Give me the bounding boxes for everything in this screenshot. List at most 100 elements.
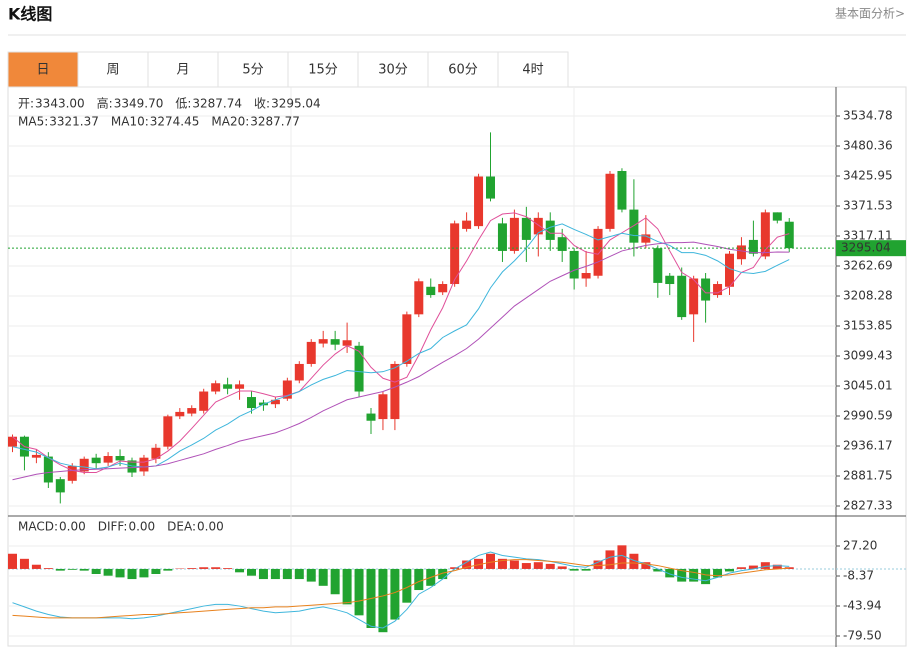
- macd-bar: [736, 567, 746, 569]
- tab-label[interactable]: 4时: [522, 63, 543, 78]
- candle-body: [689, 278, 699, 315]
- macd-bar: [211, 567, 221, 569]
- chart-frame: [7, 86, 907, 647]
- candle-body: [736, 245, 746, 260]
- candle-body: [772, 212, 782, 221]
- candle-body: [521, 217, 531, 240]
- tab-label[interactable]: 周: [106, 63, 119, 78]
- macd-bar: [163, 568, 173, 571]
- tab[interactable]: [77, 51, 149, 88]
- ma-legend-name: MA5:: [18, 115, 48, 129]
- candle-body: [557, 237, 567, 251]
- y-tick-label: -79.50: [843, 629, 882, 643]
- candle-body: [414, 281, 424, 315]
- macd-bar: [390, 568, 400, 620]
- ma-line: [12, 241, 790, 481]
- candle-body: [306, 341, 316, 364]
- candle-body: [8, 436, 17, 447]
- candle-body: [151, 447, 161, 459]
- macd-bar: [593, 560, 603, 569]
- candle-body: [199, 391, 209, 411]
- macd-readout-name: DIFF:: [98, 520, 128, 534]
- macd-bar: [294, 568, 304, 580]
- y-tick-label: 3153.85: [843, 318, 893, 332]
- macd-bar: [270, 568, 280, 580]
- candle-body: [748, 239, 758, 254]
- analysis-link[interactable]: 基本面分析>: [835, 7, 905, 21]
- candle-body: [617, 171, 627, 210]
- macd-readout-value: 0.00: [128, 520, 155, 534]
- tab-label[interactable]: 5分: [242, 63, 263, 78]
- macd-bar: [521, 563, 531, 569]
- candle-body: [127, 460, 137, 473]
- candle-body: [163, 416, 173, 447]
- macd-bar: [462, 560, 472, 569]
- tab[interactable]: [427, 51, 499, 88]
- y-tick-label: 3208.28: [843, 288, 893, 302]
- current-price-box: [836, 240, 906, 257]
- candle-body: [497, 223, 507, 251]
- candle-body: [223, 384, 233, 389]
- y-tick-label: 3480.36: [843, 138, 893, 152]
- macd-bar: [306, 568, 316, 582]
- tab-label[interactable]: 日: [36, 63, 49, 78]
- y-tick-label: -8.37: [843, 569, 874, 583]
- candle-body: [318, 339, 328, 344]
- macd-readout-value: 0.00: [59, 520, 86, 534]
- candle-body: [581, 272, 591, 279]
- macd-bar: [8, 553, 17, 569]
- ma-line: [12, 223, 790, 470]
- macd-bar: [91, 568, 101, 575]
- macd-bar: [677, 568, 687, 582]
- macd-bar: [533, 562, 543, 569]
- macd-bar: [629, 553, 639, 569]
- macd-bar: [258, 568, 268, 580]
- macd-bar: [199, 567, 209, 569]
- y-tick-label: 3262.69: [843, 258, 893, 272]
- macd-bar: [151, 568, 161, 575]
- macd-bar: [617, 545, 627, 569]
- macd-bar: [342, 568, 352, 605]
- candle-body: [725, 253, 734, 287]
- macd-bar: [79, 568, 89, 571]
- candle-body: [79, 458, 89, 472]
- y-tick-label: 2936.17: [843, 438, 893, 452]
- macd-bar: [127, 568, 137, 580]
- candle-body: [390, 363, 400, 420]
- ma-line: [12, 212, 790, 474]
- macd-readout-value: 0.00: [197, 520, 224, 534]
- tab[interactable]: [287, 51, 359, 88]
- candle-body: [569, 250, 579, 279]
- candle-body: [533, 217, 543, 235]
- macd-bar: [378, 568, 388, 633]
- readout-name: 收:: [254, 97, 270, 111]
- readout-name: 低:: [175, 97, 191, 111]
- candle-body: [91, 457, 101, 464]
- tab-label[interactable]: 60分: [448, 63, 478, 78]
- macd-bar: [474, 558, 484, 569]
- macd-bar: [701, 568, 711, 585]
- candle-body: [247, 397, 256, 409]
- page-title: K线图: [8, 5, 52, 24]
- candle-body: [67, 465, 77, 481]
- candle-body: [378, 394, 388, 420]
- tab[interactable]: [147, 51, 219, 88]
- candle-body: [103, 456, 113, 463]
- tab-label[interactable]: 30分: [378, 63, 408, 78]
- tab-label[interactable]: 月: [176, 63, 189, 78]
- macd-bar: [760, 562, 770, 569]
- tab-label[interactable]: 15分: [308, 63, 338, 78]
- y-tick-label: 3425.95: [843, 168, 893, 182]
- readout-name: 高:: [97, 96, 113, 111]
- readout-value: 3349.70: [114, 97, 164, 111]
- macd-bar: [67, 568, 77, 570]
- macd-bar: [581, 568, 591, 571]
- macd-bar: [438, 568, 448, 580]
- tab[interactable]: [7, 51, 79, 88]
- tab[interactable]: [497, 51, 569, 88]
- y-tick-label: 3534.78: [843, 108, 893, 122]
- candle-body: [43, 456, 53, 483]
- y-tick-label: 2990.59: [843, 408, 893, 422]
- candle-body: [760, 212, 770, 257]
